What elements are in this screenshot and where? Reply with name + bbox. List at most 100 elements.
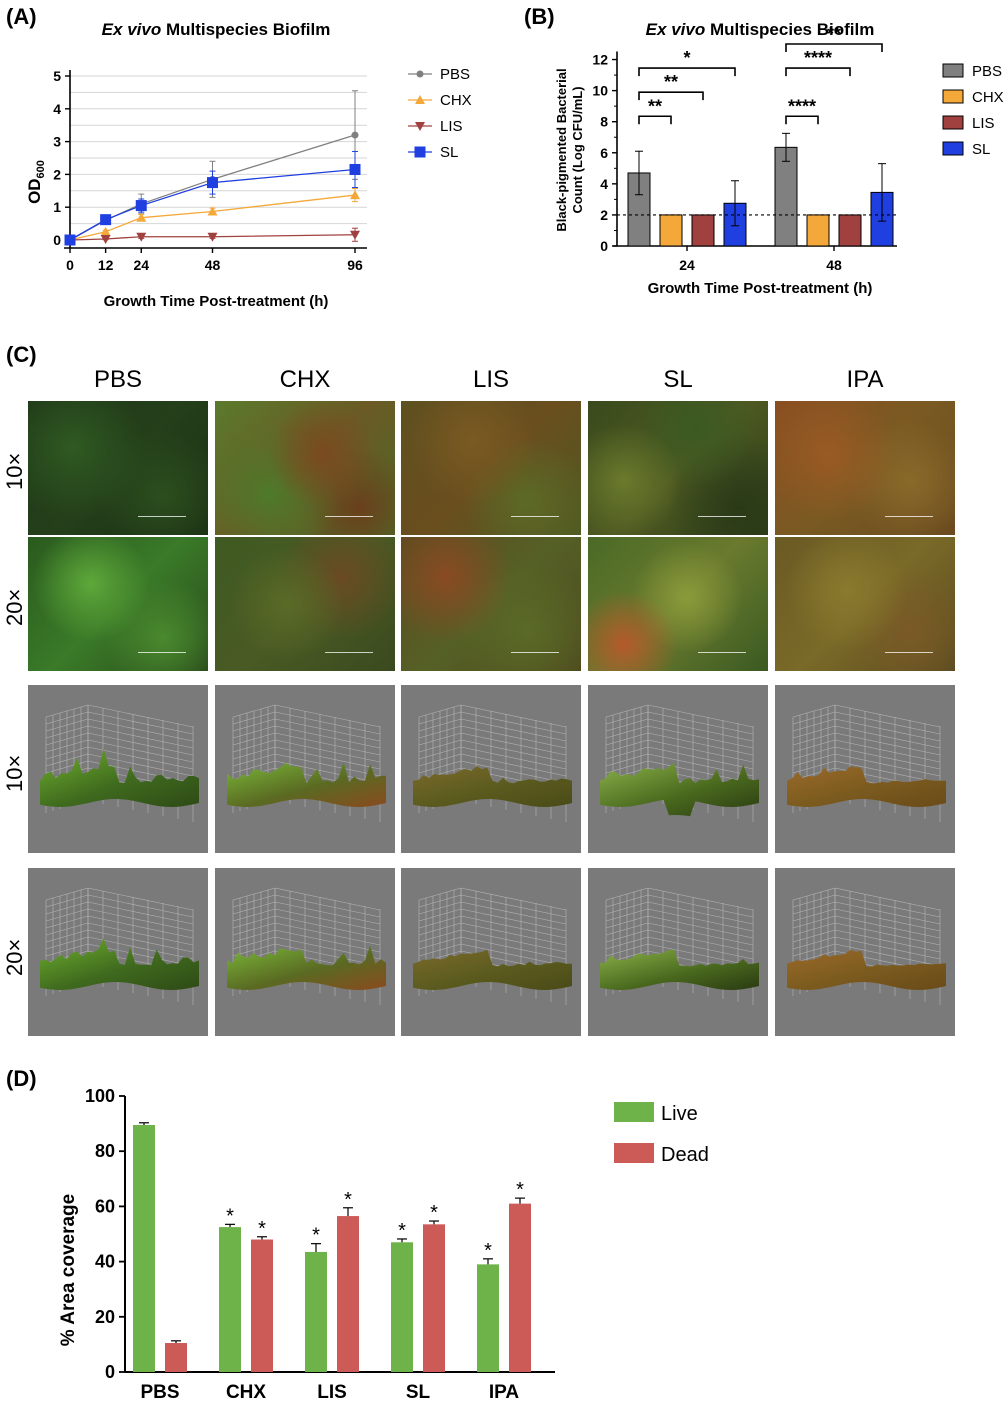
panel-a-label: (A)	[6, 4, 37, 29]
surface-grid	[460, 943, 567, 967]
surface-grid	[834, 894, 941, 918]
surface-plot-lis-20x	[401, 868, 581, 1036]
surface-grid	[460, 922, 567, 946]
surface-plot-pbs-10x	[28, 685, 208, 853]
surface-grid	[647, 753, 754, 777]
data-point-pbs	[351, 131, 359, 139]
surface-grid	[647, 922, 754, 946]
y-tick-label: 80	[95, 1141, 115, 1161]
data-point-lis	[207, 232, 218, 242]
surface-grid	[460, 739, 567, 763]
surface-grid	[274, 746, 381, 770]
surface-grid	[274, 753, 381, 777]
y-tick-label: 10	[592, 83, 608, 99]
surface-grid	[274, 922, 381, 946]
surface-grid	[647, 732, 754, 756]
surface-plot-pbs-20x	[28, 868, 208, 1036]
surface-plot-graphic	[227, 887, 386, 1005]
surface-grid	[460, 915, 567, 939]
significance-asterisk: *	[258, 1218, 266, 1240]
surface-grid	[274, 943, 381, 967]
surface-plot-sl-20x	[588, 868, 768, 1036]
surface-mesh	[227, 761, 386, 807]
significance-bracket	[785, 67, 851, 77]
surface-grid	[834, 753, 941, 777]
surface-grid	[87, 746, 194, 770]
surface-grid	[647, 725, 754, 749]
y-tick-label: 2	[53, 166, 61, 182]
surface-grid	[647, 901, 754, 925]
surface-grid	[647, 711, 754, 735]
surface-grid	[87, 894, 194, 918]
y-tick-label: 4	[600, 176, 608, 192]
bar-live-chx	[219, 1227, 241, 1372]
bar-pbs-48	[774, 146, 798, 247]
surface-grid	[647, 908, 754, 932]
bar-live-sl	[391, 1242, 413, 1372]
x-tick-label: 24	[133, 257, 149, 273]
surface-grid	[834, 936, 941, 960]
chart-d-ylabel: % Area coverage	[58, 1194, 79, 1346]
significance-asterisk: *	[312, 1225, 320, 1247]
row-label-10x-fluorescence: 10×	[2, 452, 27, 490]
significance-label: ****	[788, 96, 816, 116]
surface-grid	[274, 718, 381, 742]
surface-plot-graphic	[227, 704, 386, 822]
surface-grid	[834, 901, 941, 925]
surface-grid	[834, 908, 941, 932]
y-tick-label: 20	[95, 1307, 115, 1327]
y-tick-label: 3	[53, 134, 61, 150]
significance-bracket	[785, 43, 883, 52]
bar-lis-48	[838, 214, 862, 247]
data-point-chx	[100, 226, 111, 236]
legend-marker-chx	[415, 95, 425, 104]
panel-b-label: (B)	[524, 4, 555, 29]
surface-mesh	[787, 949, 946, 990]
significance-bracket	[638, 91, 704, 101]
significance-asterisk: *	[516, 1179, 524, 1201]
surface-grid	[87, 718, 194, 742]
surface-grid	[647, 894, 754, 918]
data-point-sl	[349, 163, 361, 175]
x-tick-label: 12	[98, 257, 114, 273]
surface-grid	[647, 936, 754, 960]
x-tick-label: 48	[205, 257, 221, 273]
surface-grid	[274, 915, 381, 939]
surface-grid	[87, 732, 194, 756]
surface-grid	[834, 746, 941, 770]
surface-grid	[647, 929, 754, 953]
significance-label: **	[648, 96, 662, 116]
surface-mesh	[413, 949, 572, 990]
row-label-10x-surface: 10×	[2, 754, 27, 792]
significance-bracket	[785, 115, 819, 125]
surface-grid	[274, 711, 381, 735]
legend-swatch-dead	[614, 1143, 654, 1163]
y-tick-label: 0	[600, 238, 608, 254]
micrograph-sl-10x	[588, 401, 768, 535]
surface-grid	[834, 887, 941, 911]
column-header-pbs: PBS	[93, 366, 143, 393]
surface-mesh	[40, 748, 199, 807]
y-tick-label: 1	[53, 199, 61, 215]
chart-b-xlabel: Growth Time Post-treatment (h)	[648, 280, 873, 297]
significance-asterisk: *	[430, 1202, 438, 1224]
surface-grid	[834, 732, 941, 756]
surface-grid	[834, 739, 941, 763]
bar-dead-pbs	[165, 1343, 187, 1372]
surface-plot-chx-20x	[215, 868, 395, 1036]
y-tick-label: 40	[95, 1252, 115, 1272]
surface-mesh	[600, 949, 759, 990]
significance-bracket	[638, 67, 736, 77]
legend-label-chx: CHX	[440, 92, 472, 109]
surface-grid	[87, 922, 194, 946]
bacterial-count-chart: Ex vivo Multispecies Biofilm Black-pigme…	[554, 20, 1004, 297]
data-point-lis	[136, 232, 147, 242]
surface-mesh	[600, 763, 759, 817]
legend-label-chx: CHX	[972, 89, 1004, 106]
bar-live-pbs	[133, 1124, 155, 1372]
surface-grid	[834, 943, 941, 967]
surface-plot-ipa-10x	[775, 685, 955, 853]
surface-grid	[87, 936, 194, 960]
legend-label-lis: LIS	[972, 115, 995, 132]
legend-swatch-lis	[942, 115, 964, 130]
